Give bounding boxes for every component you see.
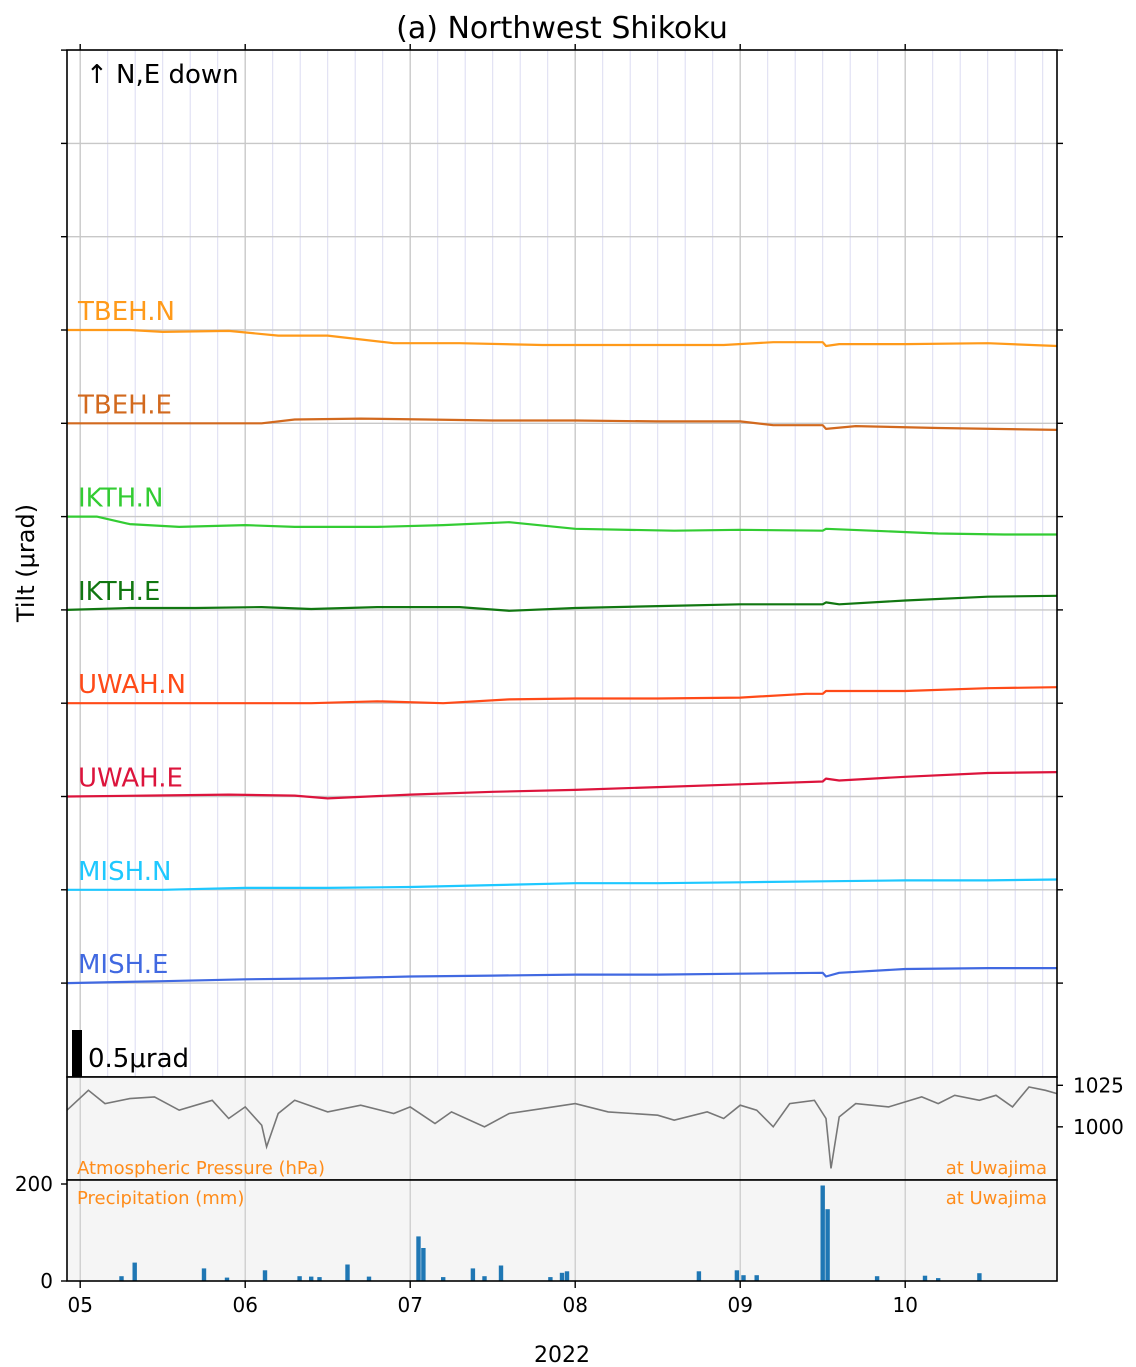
- precip-bar: [119, 1276, 124, 1281]
- series-line-mish-e: [66, 967, 1057, 985]
- x-tick-label: 07: [397, 1293, 422, 1317]
- x-axis-label: 2022: [534, 1343, 590, 1367]
- series-line-uwah-n: [67, 686, 1058, 705]
- pressure-grid: [79, 1077, 906, 1180]
- precip-bar: [825, 1209, 830, 1281]
- series-label-uwah-n: UWAH.N: [78, 670, 186, 700]
- x-tick-label: 05: [67, 1293, 92, 1317]
- precip-bar: [820, 1185, 825, 1281]
- precip-bar: [132, 1262, 137, 1281]
- x-tick-label: 08: [562, 1293, 587, 1317]
- tilt-series-group: [66, 328, 1058, 985]
- series-line-mish-n: [67, 878, 1058, 891]
- precip-bar: [874, 1276, 880, 1281]
- pressure-panel: 1025 1000 Atmospheric Pressure (hPa) at U…: [66, 1073, 1124, 1181]
- precip-bar: [559, 1272, 565, 1281]
- precip-bar: [498, 1265, 504, 1281]
- tilt-panel-background: [67, 50, 1057, 1077]
- pressure-axis-ticks: 1025 1000: [1057, 1073, 1124, 1139]
- precip-bar: [262, 1270, 268, 1281]
- precip-bar: [754, 1275, 759, 1281]
- precip-bar: [366, 1276, 372, 1281]
- precip-panel-frame: [66, 1179, 1058, 1282]
- precip-bars: [119, 1185, 982, 1281]
- precip-bar: [309, 1276, 314, 1281]
- chart-title: (a) Northwest Shikoku: [396, 11, 728, 46]
- series-line-tbeh-n: [67, 328, 1058, 348]
- precip-y-tick-label: 200: [15, 1172, 53, 1196]
- tilt-axis-ticks: [61, 44, 1063, 984]
- pressure-panel-background: [67, 1077, 1057, 1180]
- pressure-y-tick-label: 1025: [1073, 1073, 1124, 1097]
- precip-bar: [922, 1275, 928, 1281]
- precip-bar: [345, 1264, 350, 1281]
- pressure-y-tick-label: 1000: [1073, 1115, 1124, 1139]
- precip-bar: [564, 1271, 570, 1281]
- series-label-uwah-e: UWAH.E: [78, 764, 183, 794]
- precip-panel-background: [67, 1180, 1057, 1281]
- series-line-uwah-e: [66, 771, 1058, 800]
- precip-bar: [482, 1276, 487, 1281]
- precip-bar: [416, 1236, 421, 1281]
- x-axis-ticks: 05 06 07 08 09 10: [67, 1281, 918, 1317]
- series-line-ikth-e: [66, 594, 1058, 612]
- scale-bar-label: 0.5μrad: [88, 1044, 189, 1074]
- precip-bar: [741, 1275, 746, 1281]
- precip-bar: [696, 1271, 702, 1281]
- series-label-ikth-n: IKTH.N: [78, 484, 163, 514]
- series-label-mish-n: MISH.N: [78, 857, 171, 887]
- x-tick-label: 06: [232, 1293, 257, 1317]
- precip-bar: [421, 1248, 426, 1281]
- precip-bar: [548, 1277, 553, 1281]
- pressure-label: Atmospheric Pressure (hPa): [77, 1158, 325, 1179]
- precip-bar: [734, 1270, 740, 1281]
- pressure-location: at Uwajima: [946, 1158, 1047, 1179]
- precip-bar: [224, 1277, 230, 1281]
- precip-bar: [201, 1268, 207, 1281]
- precip-bar: [441, 1277, 446, 1281]
- precip-bar: [936, 1278, 941, 1281]
- tilt-panel: TBEH.N TBEH.E IKTH.N IKTH.E UWAH.N UWAH.E MISH…: [12, 44, 1063, 1078]
- x-tick-label: 10: [892, 1293, 917, 1317]
- x-tick-label: 09: [727, 1293, 752, 1317]
- series-line-ikth-n: [67, 515, 1057, 536]
- precip-bar: [317, 1277, 322, 1281]
- series-label-tbeh-n: TBEH.N: [77, 297, 175, 327]
- tilt-series-labels: TBEH.N TBEH.E IKTH.N IKTH.E UWAH.N UWAH.E MISH…: [77, 297, 186, 980]
- pressure-line: [66, 1086, 1058, 1169]
- scale-bar: [72, 1030, 82, 1077]
- series-label-mish-e: MISH.E: [78, 950, 168, 980]
- precip-bar: [977, 1273, 982, 1281]
- tilt-grid: [67, 49, 1057, 1077]
- precip-label: Precipitation (mm): [77, 1188, 244, 1209]
- series-label-tbeh-e: TBEH.E: [77, 390, 172, 420]
- precip-bar: [470, 1268, 476, 1281]
- precip-location: at Uwajima: [946, 1188, 1047, 1209]
- precip-bar: [297, 1276, 302, 1281]
- series-label-ikth-e: IKTH.E: [78, 577, 160, 607]
- precip-grid: [79, 1180, 906, 1281]
- series-line-tbeh-e: [67, 417, 1058, 431]
- direction-note: ↑ N,E down: [86, 60, 239, 90]
- y-axis-label: Tilt (μrad): [12, 504, 40, 623]
- precip-y-tick-label: 0: [40, 1269, 53, 1293]
